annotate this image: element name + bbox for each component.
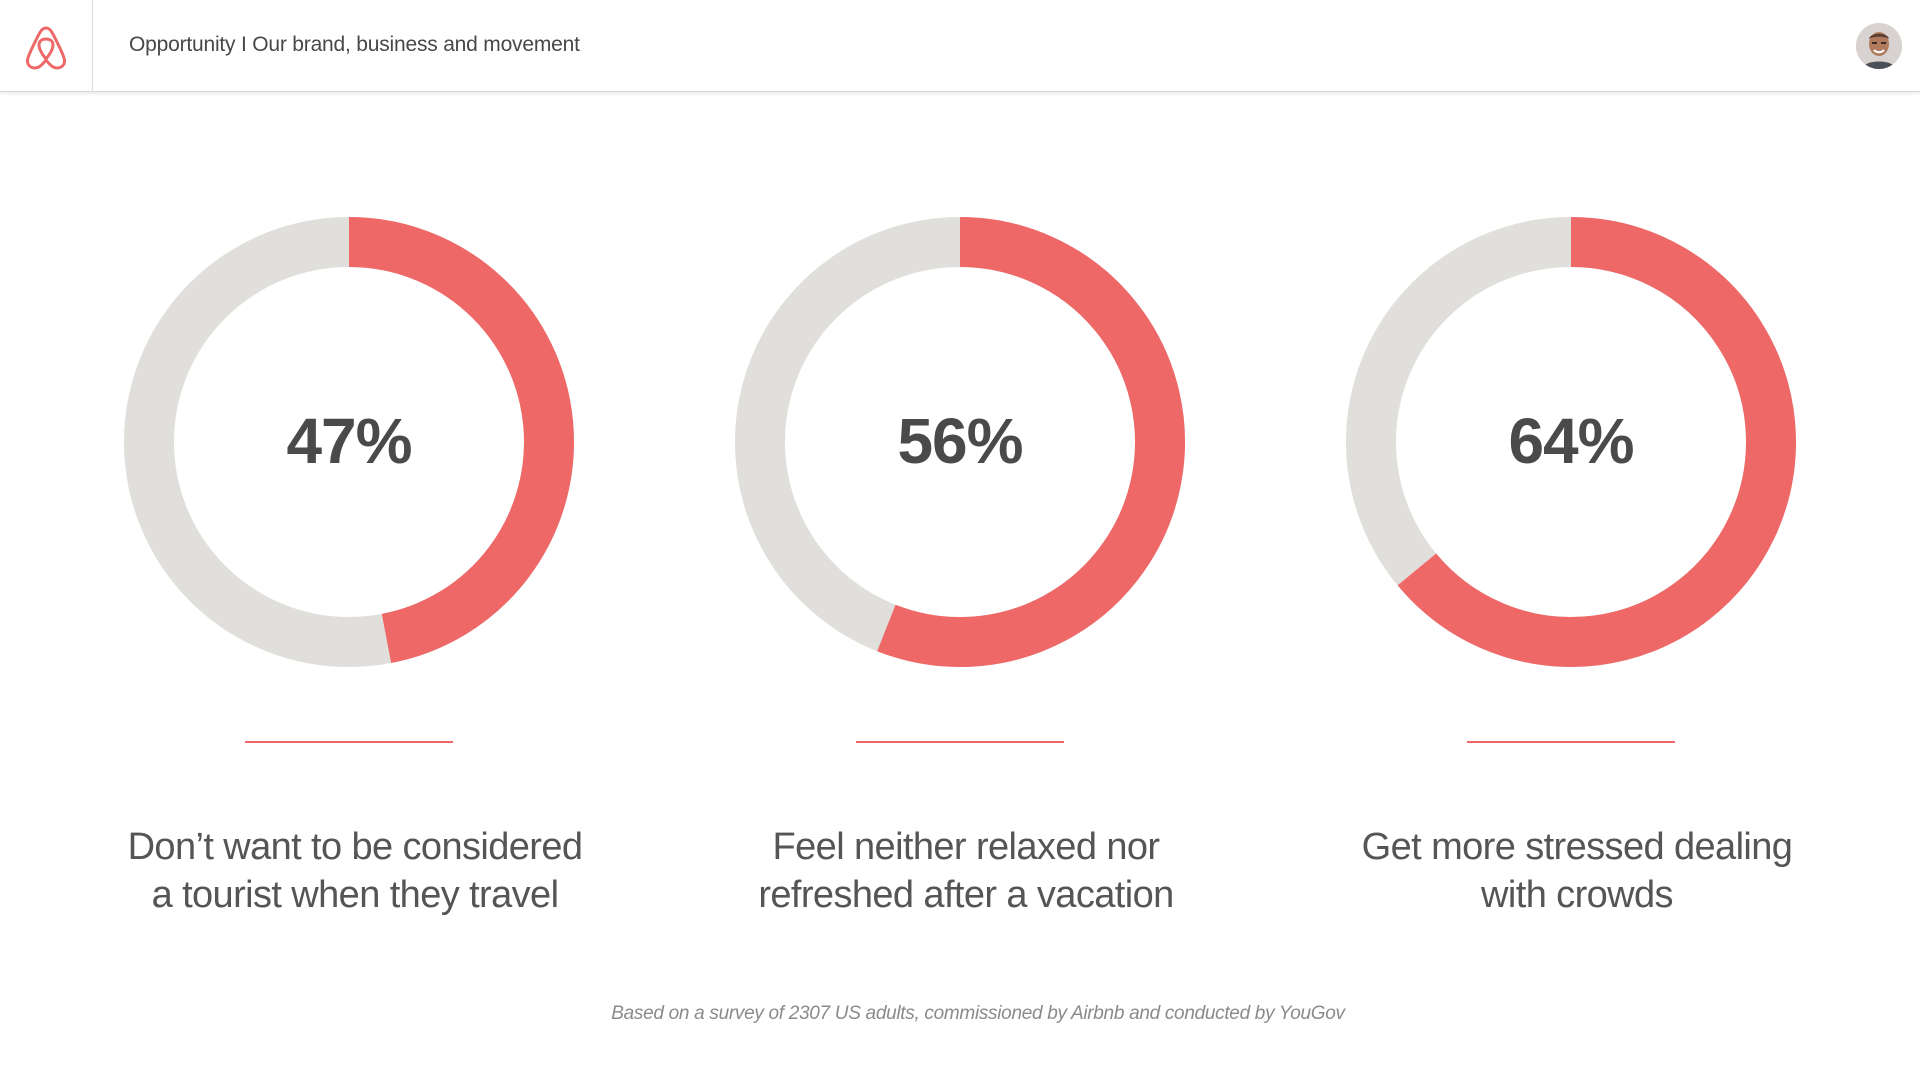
header-bar: Opportunity I Our brand, business and mo… [0, 0, 1920, 92]
caption-line: refreshed after a vacation [758, 874, 1174, 916]
donut-value-arc [877, 217, 1185, 667]
avatar[interactable] [1856, 23, 1902, 69]
donut-value-arc [348, 217, 574, 664]
page-title: Opportunity I Our brand, business and mo… [129, 33, 580, 56]
caption-line: Get more stressed dealing [1361, 826, 1793, 868]
donut-chart-1 [124, 217, 574, 667]
footnote: Based on a survey of 2307 US adults, com… [611, 1003, 1345, 1024]
caption-line: Feel neither relaxed nor [772, 826, 1161, 868]
logo-cell[interactable] [0, 0, 93, 92]
accent-divider [245, 741, 453, 743]
chart-caption: Don’t want to be considered a tourist whe… [95, 823, 615, 919]
percentage-label: 64% [1508, 405, 1634, 477]
percentage-label: 56% [897, 405, 1023, 477]
donut-chart-3 [1346, 217, 1796, 667]
user-avatar-icon [1856, 23, 1902, 69]
accent-divider [856, 741, 1064, 743]
percentage-label: 47% [286, 405, 412, 477]
chart-caption: Feel neither relaxed nor refreshed after … [706, 823, 1226, 919]
airbnb-logo-icon[interactable] [24, 24, 68, 70]
caption-line: Don’t want to be considered [127, 826, 583, 868]
donut-chart-2 [735, 217, 1185, 667]
caption-line: with crowds [1481, 874, 1674, 916]
chart-caption: Get more stressed dealing with crowds [1317, 823, 1837, 919]
accent-divider [1467, 741, 1675, 743]
caption-line: a tourist when they travel [151, 874, 559, 916]
donut-value-arc [1397, 217, 1796, 667]
